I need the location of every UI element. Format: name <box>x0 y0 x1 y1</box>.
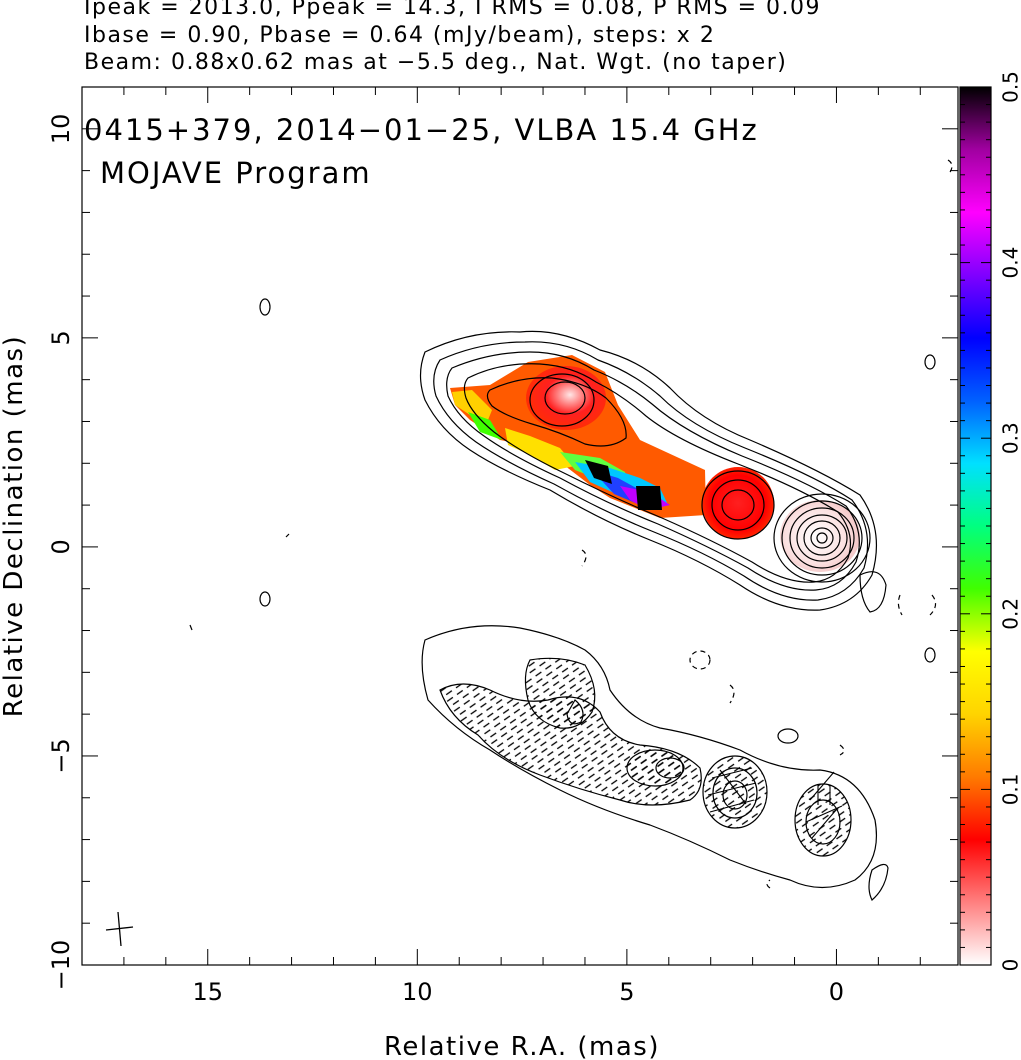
y-tick-label: 5 <box>47 330 75 345</box>
colorbar: 0 0.1 0.2 0.3 0.4 0.5 <box>959 71 1021 972</box>
colorbar-tick-label: 0.3 <box>999 422 1021 454</box>
x-axis-label: Relative R.A. (mas) <box>384 1032 660 1060</box>
plot-frame <box>81 86 959 966</box>
y-tick-labels: 10 5 0 −5 −10 <box>47 114 75 991</box>
x-axis <box>81 87 921 965</box>
x-tick-labels: 15 10 5 0 <box>192 978 844 1006</box>
y-tick-label: −5 <box>47 738 75 773</box>
y-tick-label: −10 <box>47 940 75 991</box>
y-axis <box>82 86 958 966</box>
header-line-2: Ibase = 0.90, Pbase = 0.64 (mJy/beam), s… <box>84 23 716 48</box>
beam-ellipse-marker <box>105 911 134 947</box>
y-tick-label: 0 <box>47 539 75 554</box>
header-line-1: Ipeak = 2013.0, Ppeak = 14.3, I RMS = 0.… <box>84 0 821 20</box>
colorbar-tick-label: 0.4 <box>999 247 1021 279</box>
x-tick-label: 0 <box>829 978 844 1006</box>
chart-title: 0415+379, 2014−01−25, VLBA 15.4 GHz <box>84 113 759 147</box>
x-tick-label: 5 <box>619 978 634 1006</box>
header-line-3: Beam: 0.88x0.62 mas at −5.5 deg., Nat. W… <box>84 50 788 75</box>
x-tick-label: 10 <box>402 978 433 1006</box>
y-tick-label: 10 <box>47 114 75 145</box>
x-tick-label: 15 <box>192 978 223 1006</box>
colorbar-tick-label: 0 <box>999 959 1021 972</box>
total-intensity-contours <box>189 159 953 663</box>
chart-subtitle: MOJAVE Program <box>100 156 372 190</box>
colorbar-tick-label: 0.2 <box>999 598 1021 630</box>
colorbar-tick-label: 0.1 <box>999 773 1021 805</box>
polarization-color-map <box>450 355 860 572</box>
colorbar-tick-label: 0.5 <box>999 71 1021 103</box>
linear-polarization-panel <box>421 625 889 901</box>
y-axis-label: Relative Declination (mas) <box>0 335 29 717</box>
